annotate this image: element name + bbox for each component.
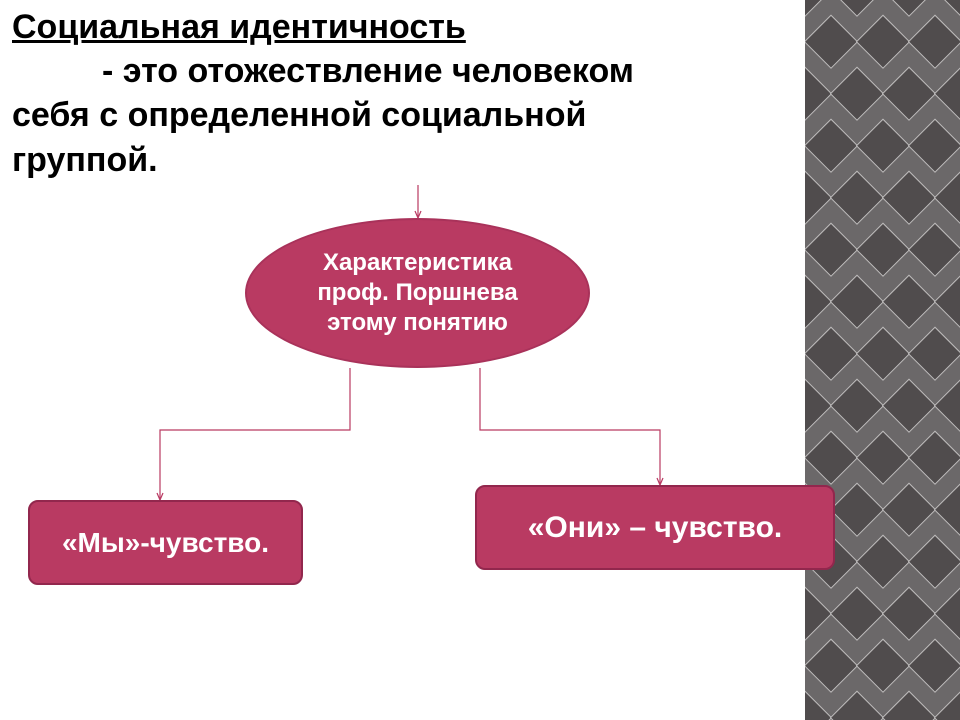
right-rect-node: «Они» – чувство.: [475, 485, 835, 570]
slide: Социальная идентичность - это отожествле…: [0, 0, 960, 720]
heading-definition-line1: - это отожествление человеком: [12, 52, 634, 90]
connector-center-to-left: [160, 368, 350, 500]
right-label: «Они» – чувство.: [528, 511, 783, 545]
heading-def1-text: - это отожествление человеком: [102, 52, 634, 90]
heading-definition-line2: себя с определенной социальной: [12, 96, 586, 134]
heading-term: Социальная идентичность: [12, 8, 466, 46]
heading-block: Социальная идентичность - это отожествле…: [12, 6, 832, 183]
center-ellipse-node: Характеристика проф. Поршнева этому поня…: [245, 218, 590, 368]
heading-definition-line3: группой.: [12, 141, 158, 179]
left-label: «Мы»-чувство.: [62, 527, 269, 559]
center-label-line2: проф. Поршнева: [317, 278, 517, 308]
left-rect-node: «Мы»-чувство.: [28, 500, 303, 585]
connector-center-to-right: [480, 368, 660, 485]
center-label-line3: этому понятию: [317, 308, 517, 338]
content-area: Социальная идентичность - это отожествле…: [0, 0, 960, 720]
center-label-line1: Характеристика: [317, 248, 517, 278]
